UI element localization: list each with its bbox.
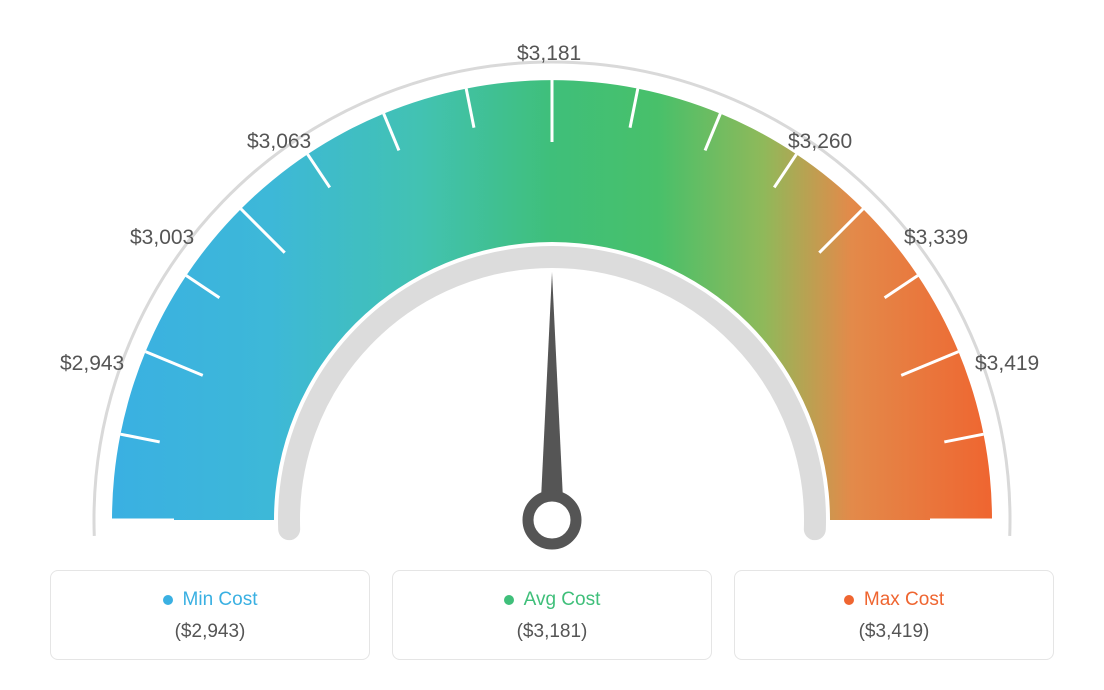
legend-title-text: Min Cost bbox=[183, 589, 258, 611]
tick-label: $3,260 bbox=[788, 130, 852, 154]
gauge-needle bbox=[540, 272, 564, 520]
legend-row: Min Cost ($2,943) Avg Cost ($3,181) Max Cost… bbox=[50, 570, 1054, 660]
legend-value-min: ($2,943) bbox=[51, 621, 369, 643]
legend-card-max: Max Cost ($3,419) bbox=[734, 570, 1054, 660]
legend-value-avg: ($3,181) bbox=[393, 621, 711, 643]
tick-label: $3,063 bbox=[247, 130, 311, 154]
tick-label: $3,419 bbox=[975, 352, 1039, 376]
legend-title-min: Min Cost bbox=[163, 589, 258, 611]
legend-card-min: Min Cost ($2,943) bbox=[50, 570, 370, 660]
needle-hub bbox=[528, 496, 576, 544]
tick-label: $2,943 bbox=[60, 352, 124, 376]
legend-title-text: Avg Cost bbox=[524, 589, 601, 611]
legend-dot-min bbox=[163, 595, 173, 605]
tick-label: $3,181 bbox=[517, 42, 581, 66]
gauge-svg bbox=[72, 40, 1032, 560]
legend-title-text: Max Cost bbox=[864, 589, 944, 611]
legend-card-avg: Avg Cost ($3,181) bbox=[392, 570, 712, 660]
legend-value-max: ($3,419) bbox=[735, 621, 1053, 643]
tick-label: $3,003 bbox=[130, 226, 194, 250]
cost-gauge: $2,943$3,003$3,063$3,181$3,260$3,339$3,4… bbox=[72, 40, 1032, 560]
tick-label: $3,339 bbox=[904, 226, 968, 250]
legend-dot-max bbox=[844, 595, 854, 605]
legend-title-avg: Avg Cost bbox=[504, 589, 601, 611]
legend-title-max: Max Cost bbox=[844, 589, 944, 611]
legend-dot-avg bbox=[504, 595, 514, 605]
